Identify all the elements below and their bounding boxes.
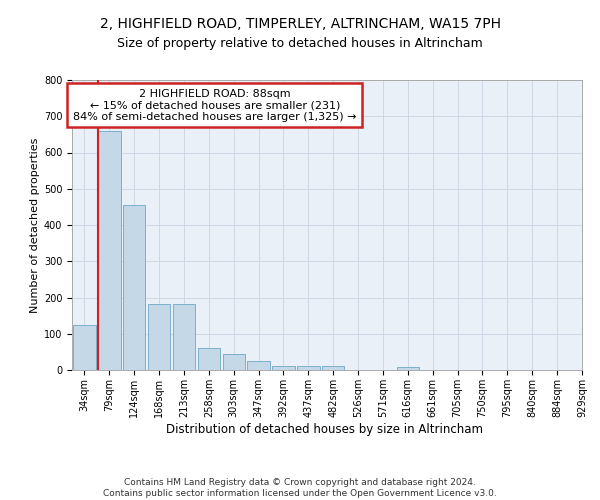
Bar — [223, 354, 245, 370]
Text: 2 HIGHFIELD ROAD: 88sqm
← 15% of detached houses are smaller (231)
84% of semi-d: 2 HIGHFIELD ROAD: 88sqm ← 15% of detache… — [73, 88, 356, 122]
Text: Contains HM Land Registry data © Crown copyright and database right 2024.
Contai: Contains HM Land Registry data © Crown c… — [103, 478, 497, 498]
Bar — [123, 205, 145, 370]
Bar — [98, 130, 121, 370]
Bar — [322, 366, 344, 370]
Bar — [173, 304, 195, 370]
Text: Size of property relative to detached houses in Altrincham: Size of property relative to detached ho… — [117, 38, 483, 51]
Bar — [197, 348, 220, 370]
Bar — [73, 324, 95, 370]
Text: 2, HIGHFIELD ROAD, TIMPERLEY, ALTRINCHAM, WA15 7PH: 2, HIGHFIELD ROAD, TIMPERLEY, ALTRINCHAM… — [100, 18, 500, 32]
Bar — [148, 304, 170, 370]
Bar — [272, 366, 295, 370]
Text: Distribution of detached houses by size in Altrincham: Distribution of detached houses by size … — [166, 422, 482, 436]
Bar — [397, 367, 419, 370]
Bar — [247, 361, 270, 370]
Y-axis label: Number of detached properties: Number of detached properties — [29, 138, 40, 312]
Bar — [297, 366, 320, 370]
